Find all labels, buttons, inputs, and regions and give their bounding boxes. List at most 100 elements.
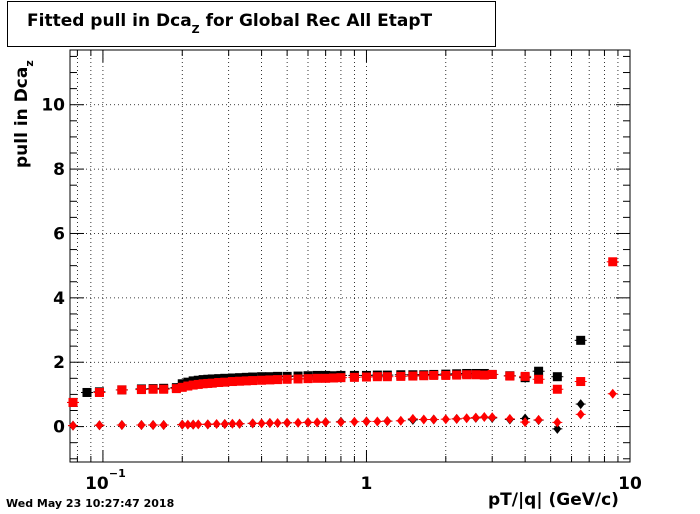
data-point	[273, 375, 283, 385]
data-point	[235, 376, 245, 386]
data-point	[329, 373, 339, 383]
plot-frame	[69, 49, 631, 463]
data-point	[283, 417, 292, 428]
data-point	[194, 419, 203, 430]
data-point	[552, 372, 562, 382]
title-box: Fitted pull in DcaZ for Global Rec All E…	[7, 1, 496, 47]
data-point	[350, 416, 359, 427]
x-tick-label: 1	[361, 474, 373, 494]
data-point	[257, 418, 266, 429]
data-point	[220, 419, 229, 430]
data-point	[183, 381, 193, 391]
data-point	[273, 418, 282, 429]
data-point	[214, 377, 224, 387]
data-point	[265, 375, 275, 385]
data-point	[183, 419, 192, 430]
data-point	[82, 387, 92, 397]
data-point	[576, 399, 585, 410]
data-point	[429, 414, 438, 425]
x-tick-label-exponent: −1	[109, 467, 126, 480]
x-tick-label: 10	[618, 474, 642, 494]
data-point	[452, 370, 462, 380]
data-point	[462, 413, 471, 424]
data-point	[265, 418, 274, 429]
y-tick-label: 4	[53, 289, 65, 309]
data-point	[396, 415, 405, 426]
y-tick-label: 10	[41, 96, 65, 116]
data-point	[312, 373, 322, 383]
grid	[70, 50, 631, 462]
data-point	[117, 385, 127, 395]
data-point	[171, 384, 181, 394]
data-point	[396, 371, 406, 381]
series-2	[67, 257, 619, 407]
data-point	[608, 388, 617, 399]
data-point	[608, 257, 618, 267]
data-point	[382, 372, 392, 382]
y-axis-label-text: pull in Dca	[12, 66, 32, 168]
data-point	[68, 397, 78, 407]
data-point	[313, 417, 322, 428]
data-point	[94, 387, 104, 397]
data-point	[212, 419, 221, 430]
data-point	[189, 419, 198, 430]
data-point	[441, 370, 451, 380]
y-tick-label: 8	[53, 160, 65, 180]
data-point	[521, 417, 530, 428]
data-point	[479, 370, 489, 380]
y-tick-label: 6	[53, 224, 65, 244]
data-point	[534, 366, 544, 376]
data-point	[95, 420, 104, 431]
data-point	[321, 417, 330, 428]
data-point	[137, 419, 146, 430]
data-point	[349, 372, 359, 382]
data-point	[505, 413, 514, 424]
x-tick-label: 10	[85, 474, 109, 494]
data-point	[159, 384, 169, 394]
data-point	[408, 371, 418, 381]
data-point	[336, 373, 346, 383]
data-point	[177, 382, 187, 392]
data-point	[159, 419, 168, 430]
chart-title-subscript: Z	[191, 23, 200, 36]
data-point	[203, 419, 212, 430]
data-point	[441, 414, 450, 425]
x-axis-label: pT/|q| (GeV/c)	[488, 490, 619, 510]
axes	[69, 49, 631, 463]
data-point	[534, 414, 543, 425]
data-point	[303, 374, 313, 384]
data-point	[419, 414, 428, 425]
data-point	[576, 409, 585, 420]
data-point	[480, 411, 489, 422]
data-point	[228, 418, 237, 429]
data-point	[148, 384, 158, 394]
data-point	[361, 372, 371, 382]
y-axis-label: pull in Dcaz	[12, 60, 36, 168]
data-point	[178, 419, 187, 430]
chart-title: Fitted pull in DcaZ for Global Rec All E…	[27, 11, 432, 36]
data-point	[471, 370, 481, 380]
data-point	[553, 417, 562, 428]
series-4	[68, 388, 618, 431]
data-point	[207, 378, 217, 388]
chart-title-suffix: for Global Rec All EtapT	[205, 11, 433, 31]
data-point	[303, 417, 312, 428]
data-point	[227, 377, 237, 387]
data-point	[248, 376, 258, 386]
data-point	[552, 384, 562, 394]
data-point	[471, 412, 480, 423]
data-point	[373, 416, 382, 427]
data-point	[149, 419, 158, 430]
data-point	[282, 374, 292, 384]
data-point	[235, 418, 244, 429]
data-point	[248, 418, 257, 429]
y-tick-label: 2	[53, 353, 65, 373]
data-point	[429, 370, 439, 380]
chart-title-text: Fitted pull in Dca	[27, 11, 192, 31]
y-axis-label-subscript: z	[23, 60, 36, 67]
y-tick-label: 0	[53, 418, 65, 438]
data-point	[117, 419, 126, 430]
data-point	[336, 417, 345, 428]
